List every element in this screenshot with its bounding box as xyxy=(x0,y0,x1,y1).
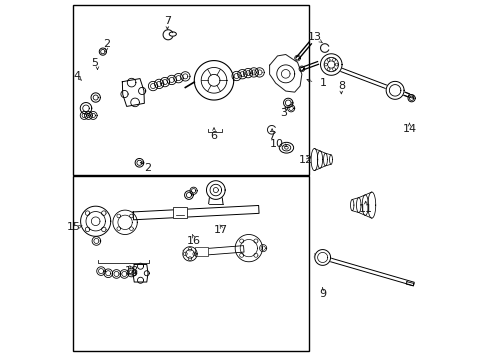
Text: 5: 5 xyxy=(91,58,98,68)
Text: 8: 8 xyxy=(337,81,344,91)
Polygon shape xyxy=(402,92,413,98)
Polygon shape xyxy=(406,282,413,286)
Bar xyxy=(73,176,308,351)
Polygon shape xyxy=(81,206,110,236)
Bar xyxy=(195,247,207,256)
Text: 17: 17 xyxy=(214,225,228,235)
Text: 4: 4 xyxy=(73,71,80,81)
Polygon shape xyxy=(386,81,403,99)
Text: 11: 11 xyxy=(358,204,372,215)
Text: 7: 7 xyxy=(163,17,171,27)
Ellipse shape xyxy=(279,142,293,153)
Polygon shape xyxy=(122,78,144,107)
Polygon shape xyxy=(183,246,244,257)
Polygon shape xyxy=(269,54,301,92)
Polygon shape xyxy=(320,54,341,75)
Polygon shape xyxy=(183,247,197,261)
Bar xyxy=(73,5,308,175)
Polygon shape xyxy=(113,210,137,234)
Polygon shape xyxy=(235,234,262,262)
Polygon shape xyxy=(314,249,330,265)
Text: 12: 12 xyxy=(299,155,313,165)
Polygon shape xyxy=(320,61,408,97)
Text: 18: 18 xyxy=(124,266,138,276)
Bar xyxy=(172,207,187,218)
Text: 1: 1 xyxy=(319,78,326,88)
Text: 10: 10 xyxy=(269,139,283,149)
Polygon shape xyxy=(133,206,259,220)
Text: 16: 16 xyxy=(186,236,200,246)
Polygon shape xyxy=(133,265,148,282)
Text: 7: 7 xyxy=(268,131,275,141)
Text: 15: 15 xyxy=(67,222,81,231)
Text: 6: 6 xyxy=(210,131,217,141)
Polygon shape xyxy=(206,181,224,199)
Text: 9: 9 xyxy=(319,289,325,299)
Polygon shape xyxy=(194,60,233,100)
Polygon shape xyxy=(351,192,371,218)
Polygon shape xyxy=(314,253,413,286)
Polygon shape xyxy=(314,149,330,171)
Text: 2: 2 xyxy=(102,39,110,49)
Text: 2: 2 xyxy=(144,163,151,173)
Text: 14: 14 xyxy=(402,124,416,134)
Text: 3: 3 xyxy=(280,108,287,118)
Text: 13: 13 xyxy=(307,32,321,42)
